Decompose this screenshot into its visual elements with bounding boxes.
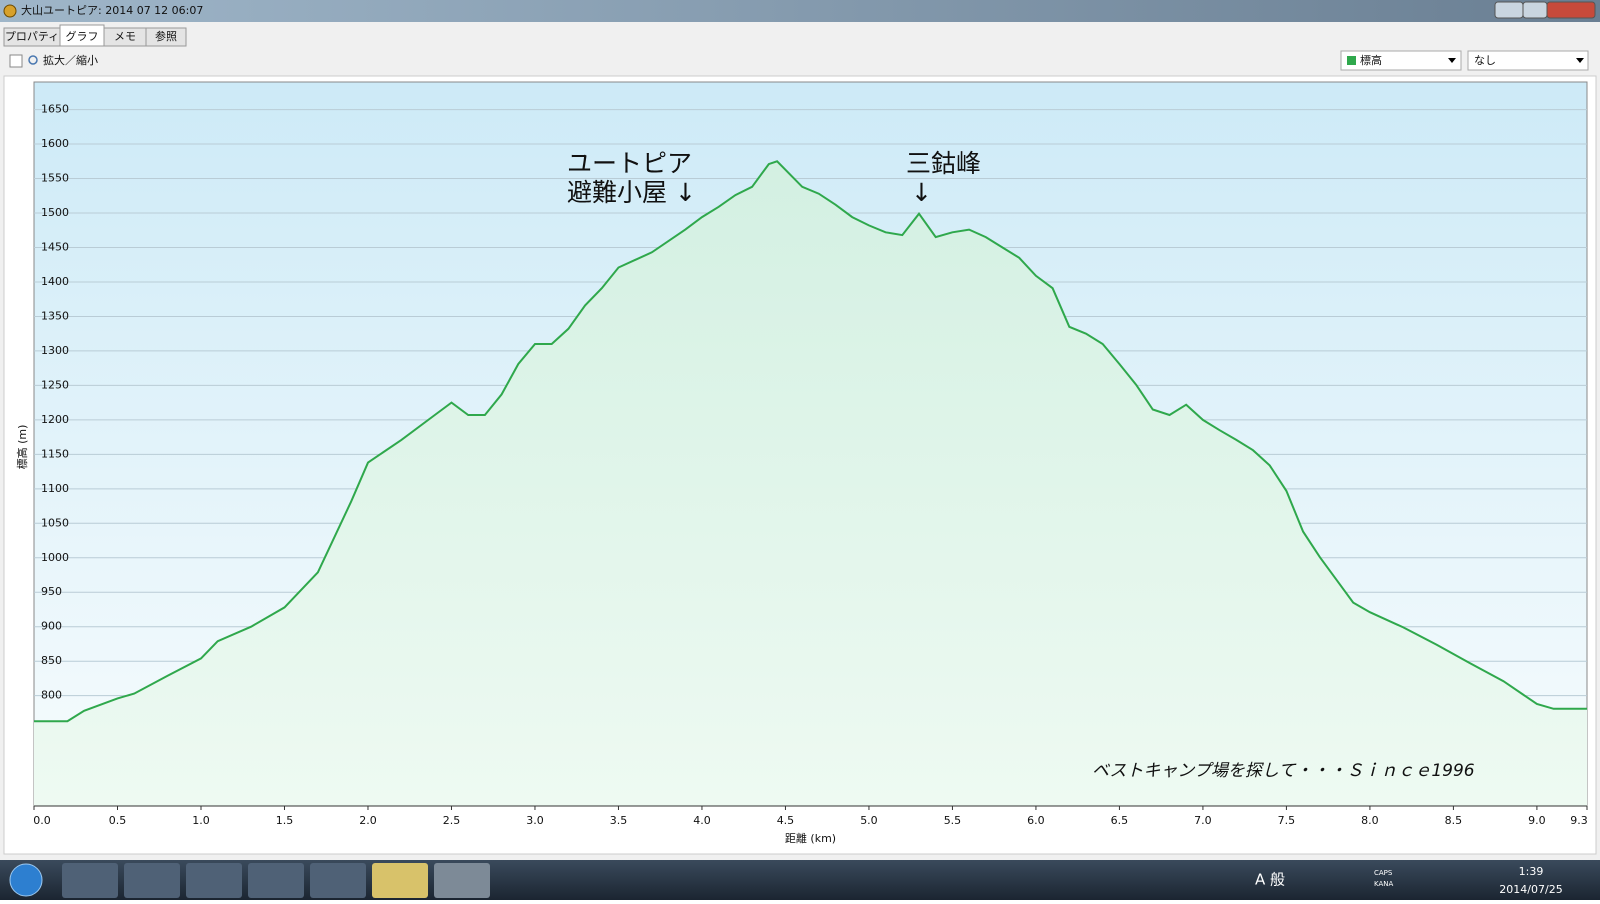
- y-tick-label: 1250: [41, 378, 69, 391]
- tab-label: プロパティ: [5, 30, 59, 43]
- y-tick-label: 1300: [41, 344, 69, 357]
- x-tick-label: 5.5: [944, 814, 962, 827]
- maximize-button[interactable]: [1522, 1, 1548, 19]
- area: [34, 161, 1587, 807]
- y-axis-title: 標高 (m): [15, 425, 29, 470]
- y-tick-label: 1450: [41, 240, 69, 253]
- task-button[interactable]: [62, 863, 118, 898]
- minimize-button[interactable]: [1494, 1, 1524, 19]
- kana-indicator: KANA: [1374, 880, 1393, 888]
- x-axis-title: 距離 (km): [785, 831, 836, 845]
- y-tick-label: 1550: [41, 172, 69, 185]
- dropdown-arrow: [1448, 58, 1456, 63]
- x-tick-label: 8.5: [1445, 814, 1463, 827]
- x-tick-label: 7.5: [1278, 814, 1296, 827]
- x-tick-label: 2.5: [443, 814, 461, 827]
- x-tick-label: 3.0: [526, 814, 544, 827]
- second-select-text: なし: [1474, 54, 1496, 67]
- y-tick-label: 1150: [41, 447, 69, 460]
- annotation: 三鈷峰: [906, 149, 981, 178]
- zoom-icon: [28, 55, 38, 65]
- x-tick-label: 1.0: [192, 814, 210, 827]
- task-button[interactable]: [372, 863, 428, 898]
- tab[interactable]: [145, 27, 187, 47]
- x-tick-label: 0.0: [33, 814, 51, 827]
- series-select-text: 標高: [1360, 53, 1382, 67]
- x-tick-label: 0.5: [109, 814, 127, 827]
- y-tick-label: 1000: [41, 551, 69, 564]
- annotation: ユートピア: [567, 149, 692, 178]
- y-tick-label: 950: [41, 585, 62, 598]
- y-tick-label: 1350: [41, 309, 69, 322]
- x-tick-label: 2.0: [359, 814, 377, 827]
- annotation: 避難小屋 ↓: [567, 178, 696, 207]
- x-tick-label: 4.0: [693, 814, 711, 827]
- series-select[interactable]: [1340, 50, 1462, 71]
- annotation: ↓: [911, 178, 932, 207]
- window-title: 大山ユートピア: 2014 07 12 06:07: [21, 3, 203, 17]
- app-icon: [3, 4, 17, 18]
- y-tick-label: 1100: [41, 482, 69, 495]
- x-tick-label: 4.5: [777, 814, 795, 827]
- second-select[interactable]: [1467, 50, 1589, 71]
- zoom-checkbox[interactable]: [9, 54, 23, 68]
- y-tick-label: 1400: [41, 275, 69, 288]
- tab-row: プロパティ グラフ メモ 参照: [3, 24, 187, 47]
- x-tick-label: 7.0: [1194, 814, 1212, 827]
- y-tick-label: 1500: [41, 206, 69, 219]
- x-tick-label: 6.0: [1027, 814, 1045, 827]
- x-tick-label: 8.0: [1361, 814, 1379, 827]
- clock-date[interactable]: 2014/07/25: [1499, 883, 1562, 896]
- title-bar: [0, 0, 1600, 22]
- task-button[interactable]: [434, 863, 490, 898]
- line: [34, 160, 1587, 723]
- y-tick-label: 1650: [41, 103, 69, 116]
- task-button[interactable]: [124, 863, 180, 898]
- chart: 7008008509009501000105011001150120012501…: [15, 81, 1588, 845]
- y-tick-label: 850: [41, 654, 62, 667]
- tab-label: グラフ: [66, 29, 99, 43]
- task-button[interactable]: [248, 863, 304, 898]
- task-button[interactable]: [186, 863, 242, 898]
- task-button[interactable]: [310, 863, 366, 898]
- y-tick-label: 1050: [41, 516, 69, 529]
- clock-time[interactable]: 1:39: [1519, 865, 1544, 878]
- x-tick-label: 5.0: [860, 814, 878, 827]
- dropdown-arrow: [1576, 58, 1584, 63]
- y-tick-label: 800: [41, 689, 62, 702]
- x-tick-label: 1.5: [276, 814, 294, 827]
- y-tick-label: 900: [41, 620, 62, 633]
- x-tick-label: 6.5: [1111, 814, 1129, 827]
- watermark: ベストキャンプ場を探して・・・Ｓｉｎｃｅ1996: [1092, 761, 1475, 781]
- x-tick-label: 9.3: [1570, 814, 1588, 827]
- tab-label: 参照: [155, 29, 177, 43]
- series-swatch: [1347, 56, 1356, 65]
- x-tick-label: 9.0: [1528, 814, 1546, 827]
- ime-indicator[interactable]: A 般: [1255, 871, 1285, 889]
- zoom-label: 拡大／縮小: [43, 53, 98, 67]
- caps-indicator: CAPS: [1374, 869, 1393, 877]
- y-tick-label: 1200: [41, 413, 69, 426]
- x-tick-label: 3.5: [610, 814, 628, 827]
- tab-label: メモ: [114, 30, 136, 43]
- y-tick-label: 1600: [41, 137, 69, 150]
- start-button[interactable]: [9, 863, 43, 897]
- close-button[interactable]: [1546, 1, 1596, 19]
